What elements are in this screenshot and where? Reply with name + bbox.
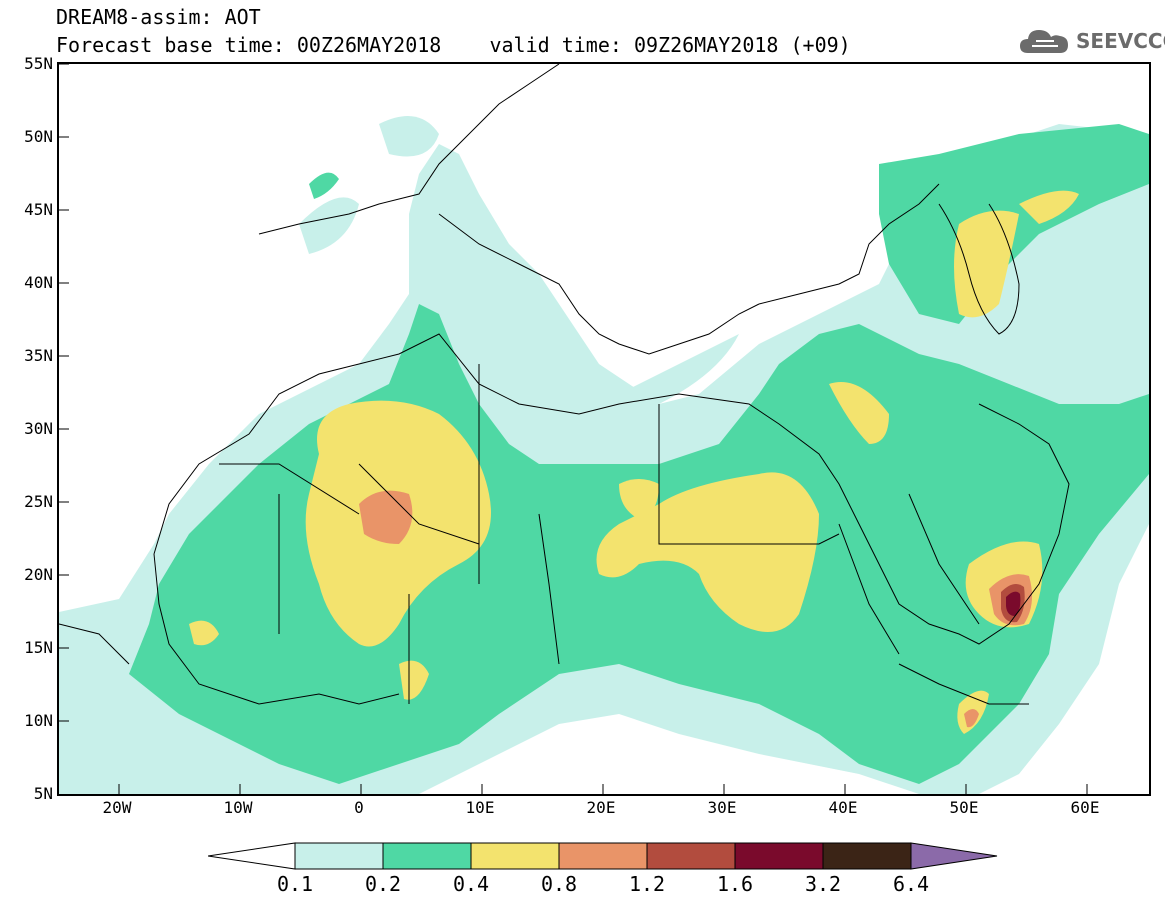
colorbar-label: 0.2 bbox=[364, 872, 402, 896]
colorbar bbox=[208, 842, 998, 870]
colorbar-swatch bbox=[470, 842, 560, 870]
lat-label: 55N bbox=[24, 54, 53, 73]
lat-label: 5N bbox=[33, 784, 53, 803]
colorbar-swatch bbox=[646, 842, 736, 870]
logo-text: SEEVCCC bbox=[1076, 29, 1165, 53]
colorbar-swatch bbox=[558, 842, 648, 870]
lat-label: 50N bbox=[24, 127, 53, 146]
colorbar-swatch bbox=[294, 842, 384, 870]
map-title: DREAM8-assim: AOT bbox=[56, 5, 261, 29]
lat-label: 10N bbox=[24, 711, 53, 730]
aot-peak-field bbox=[1001, 583, 1025, 623]
lon-label: 10W bbox=[223, 798, 253, 817]
lat-label: 35N bbox=[24, 346, 53, 365]
lon-label: 60E bbox=[1070, 798, 1100, 817]
colorbar-label: 0.4 bbox=[452, 872, 490, 896]
colorbar-label: 0.1 bbox=[276, 872, 314, 896]
lon-label: 20E bbox=[586, 798, 616, 817]
lon-label: 0 bbox=[354, 798, 364, 817]
coastlines bbox=[59, 64, 1070, 705]
lat-label: 20N bbox=[24, 565, 53, 584]
lat-label: 25N bbox=[24, 492, 53, 511]
colorbar-swatch bbox=[734, 842, 824, 870]
lat-label: 15N bbox=[24, 638, 53, 657]
colorbar-label: 1.2 bbox=[628, 872, 666, 896]
lat-label: 40N bbox=[24, 273, 53, 292]
cloud-icon bbox=[1020, 30, 1068, 53]
forecast-times: Forecast base time: 00Z26MAY2018 valid t… bbox=[56, 33, 851, 57]
lat-label: 30N bbox=[24, 419, 53, 438]
lon-label: 30E bbox=[707, 798, 737, 817]
aot-map bbox=[57, 62, 1151, 796]
lon-label: 20W bbox=[102, 798, 132, 817]
seevccc-logo: SEEVCCC bbox=[1018, 25, 1165, 57]
lon-label: 50E bbox=[949, 798, 979, 817]
colorbar-swatch bbox=[822, 842, 912, 870]
colorbar-swatch bbox=[382, 842, 472, 870]
colorbar-over-triangle bbox=[910, 842, 998, 870]
lon-label: 40E bbox=[828, 798, 858, 817]
lat-label: 45N bbox=[24, 200, 53, 219]
frame-ticks bbox=[59, 64, 1088, 794]
colorbar-label: 6.4 bbox=[892, 872, 930, 896]
colorbar-label: 3.2 bbox=[804, 872, 842, 896]
lon-label: 10E bbox=[465, 798, 495, 817]
colorbar-label: 1.6 bbox=[716, 872, 754, 896]
map-canvas bbox=[59, 64, 1149, 794]
colorbar-label: 0.8 bbox=[540, 872, 578, 896]
colorbar-under-triangle bbox=[208, 842, 296, 870]
